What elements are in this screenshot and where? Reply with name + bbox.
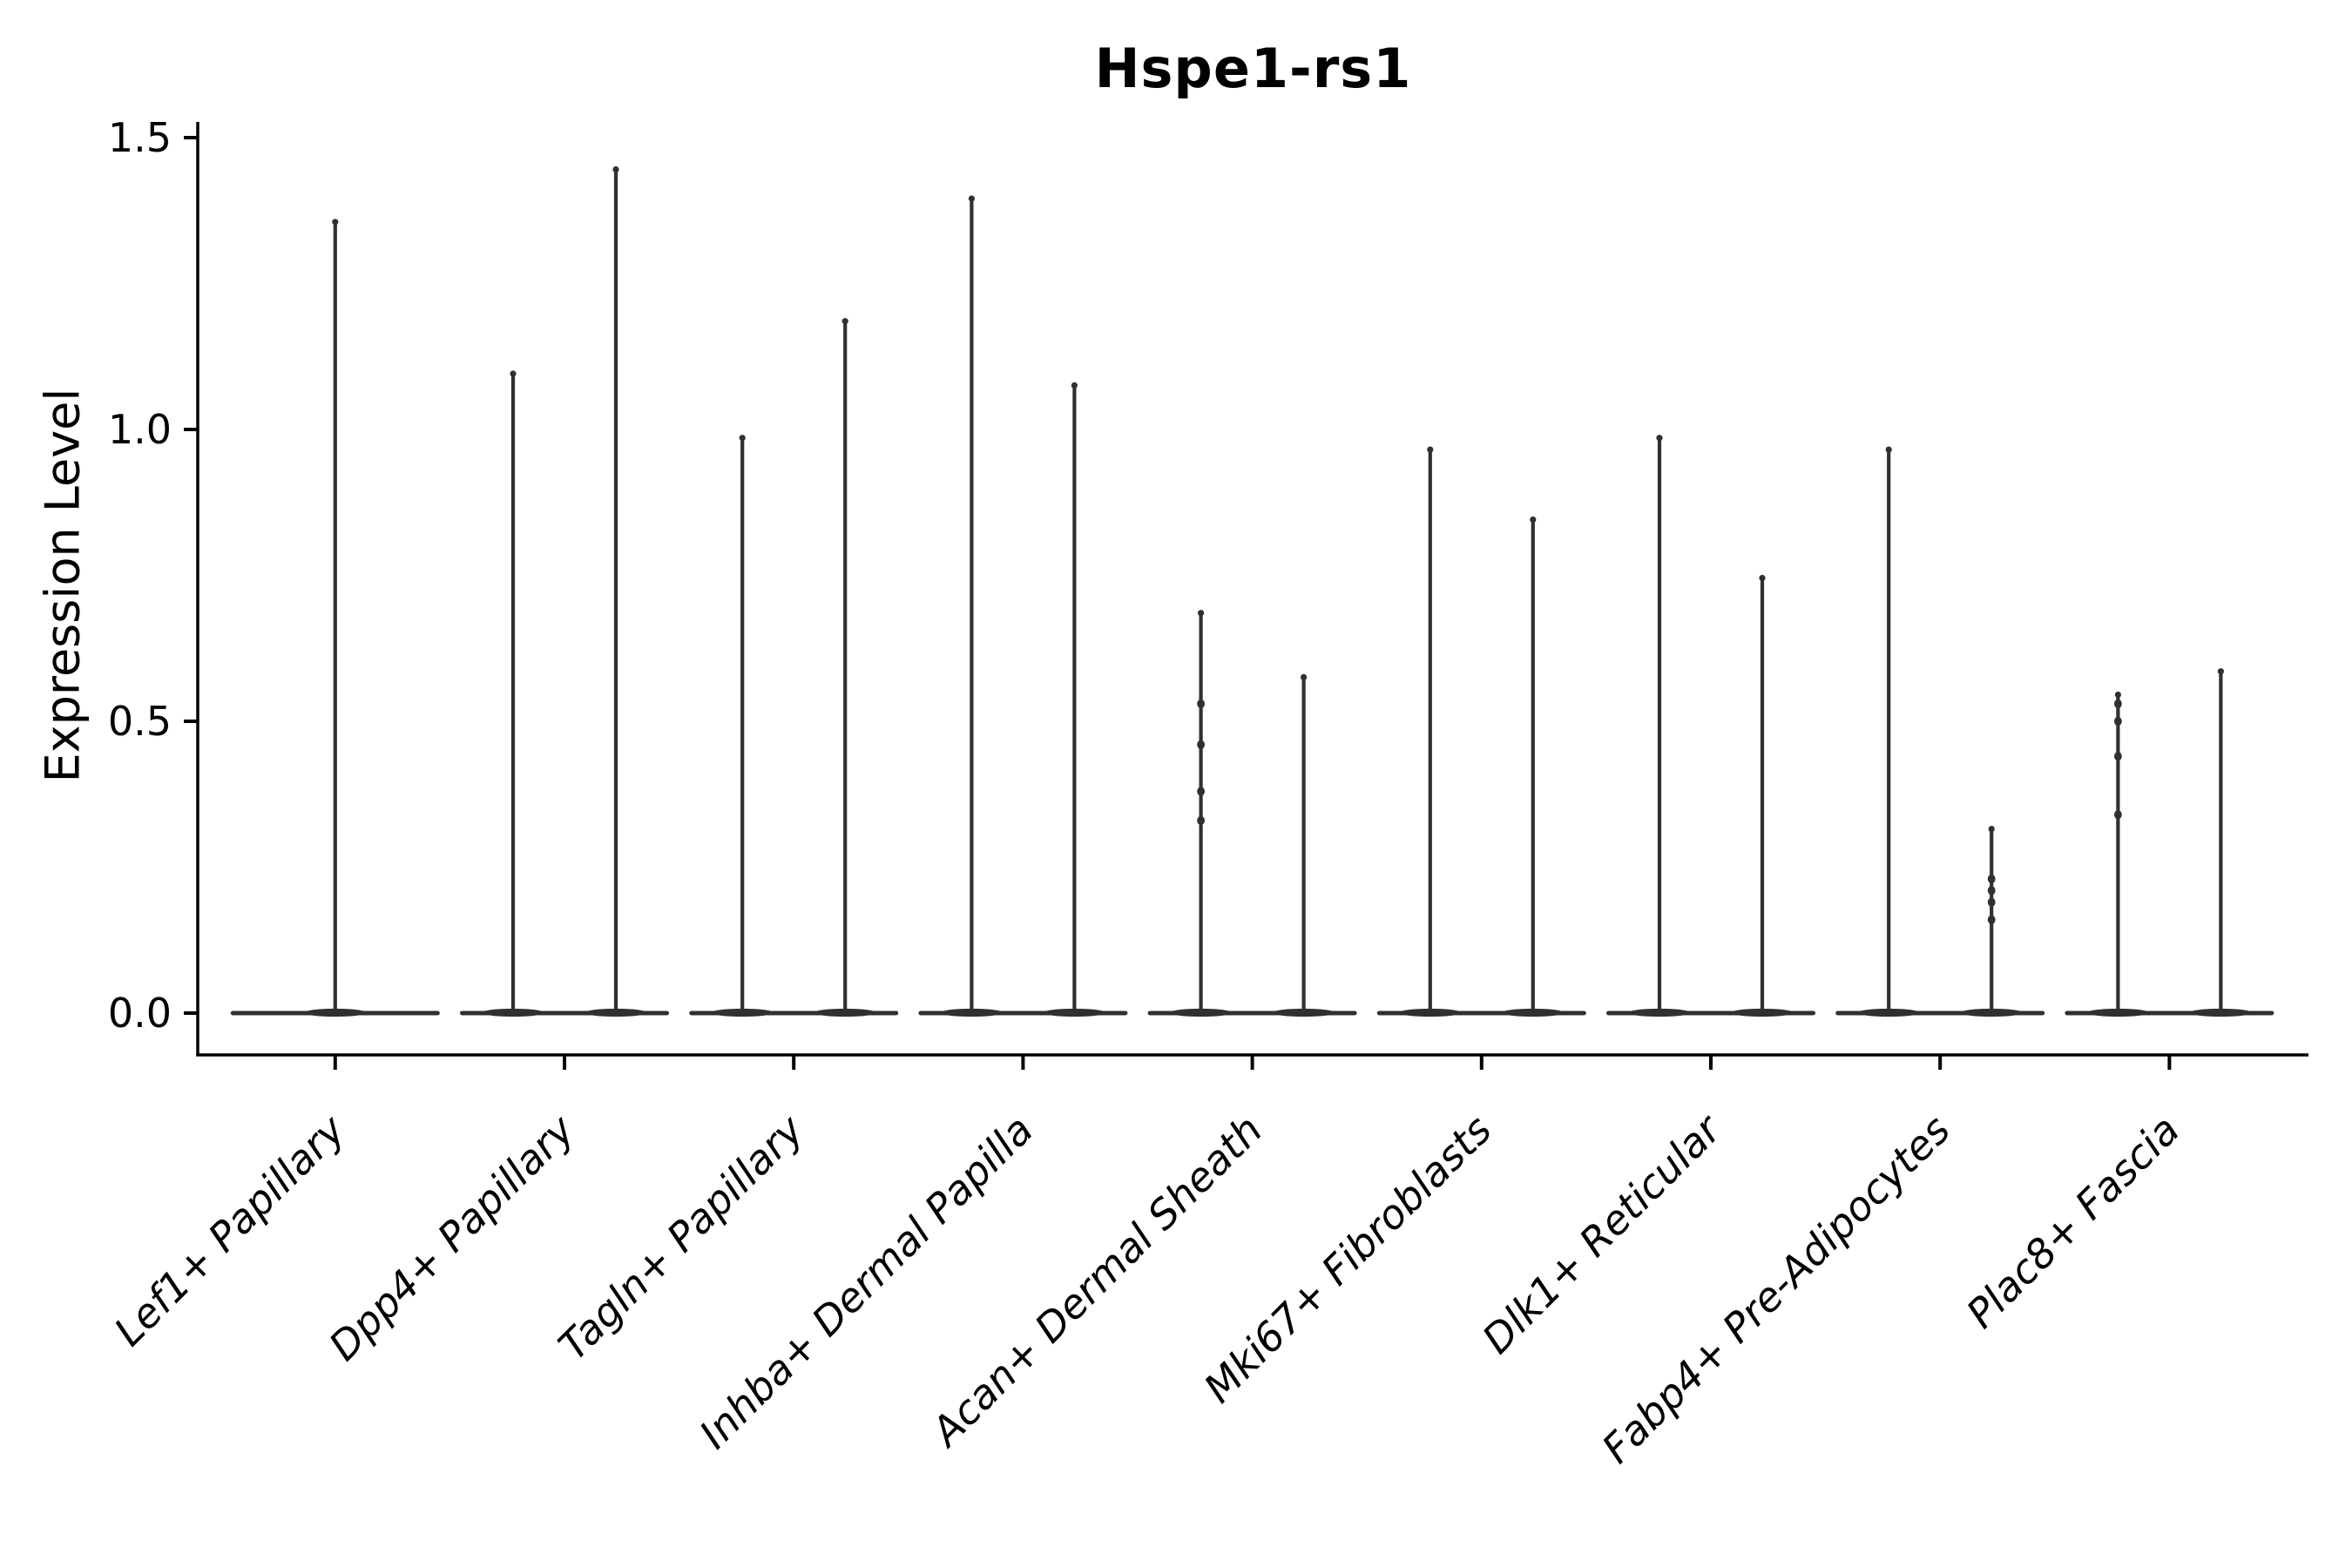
x-tick-label: Dlk1+ Reticular: [1473, 1104, 1732, 1362]
jitter-point: [1197, 699, 1205, 709]
violin-spike-tip: [1530, 516, 1537, 524]
jitter-point: [2114, 716, 2122, 727]
jitter-point: [2114, 810, 2122, 820]
y-tick-label: 0.5: [108, 698, 172, 745]
violin-spike-tip: [1198, 610, 1205, 617]
violin-spike-tip: [1759, 574, 1766, 582]
jitter-point: [1987, 886, 1996, 896]
y-tick-label: 1.5: [108, 114, 172, 161]
y-tick-label: 0.0: [108, 990, 172, 1037]
violin-spike-tip: [1071, 382, 1078, 389]
violin-spike-tip: [739, 435, 746, 442]
violin-spike-tip: [1885, 446, 1892, 453]
y-tick-label: 1.0: [108, 406, 172, 453]
x-tick-label: Plac8+ Fascia: [1957, 1106, 2188, 1337]
violin-spike-tip: [2114, 691, 2121, 699]
violin-spike-tip: [841, 318, 848, 325]
jitter-point: [2114, 752, 2122, 761]
jitter-point: [1197, 787, 1205, 796]
violin-spike-tip: [510, 370, 517, 377]
jitter-point: [1987, 874, 1996, 884]
violin-spike-tip: [332, 219, 339, 226]
jitter-point: [2114, 699, 2122, 709]
chart-title: Hspe1-rs1: [1094, 37, 1412, 100]
x-tick-label: Tagln+ Papillary: [550, 1105, 814, 1369]
violin-spike-tip: [1988, 826, 1995, 833]
violin-spike-tip: [968, 195, 975, 202]
x-tick-label: Dpp4+ Papillary: [320, 1105, 584, 1369]
violin-spike-tip: [612, 166, 619, 173]
jitter-point: [1987, 915, 1996, 925]
violin-spike-tip: [1301, 673, 1308, 681]
y-axis-label: Expression Level: [35, 388, 91, 783]
x-tick-label: Lef1+ Papillary: [105, 1105, 355, 1355]
violin-spike-tip: [2217, 668, 2224, 675]
jitter-point: [1197, 740, 1205, 749]
jitter-point: [1197, 815, 1205, 826]
jitter-point: [1987, 897, 1996, 907]
violin-spike-tip: [1427, 446, 1434, 453]
violin-spike-tip: [1656, 435, 1663, 442]
